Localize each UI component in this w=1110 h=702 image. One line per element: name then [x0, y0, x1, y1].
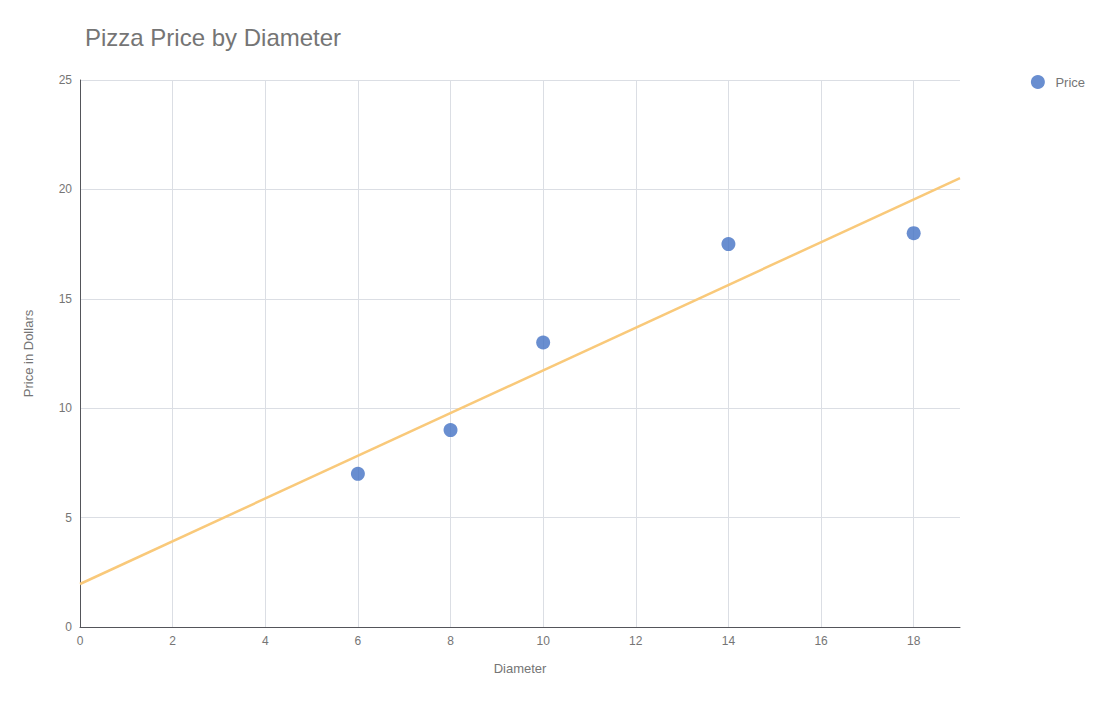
svg-text:Price: Price	[1055, 75, 1085, 90]
svg-text:16: 16	[814, 634, 828, 648]
svg-text:0: 0	[65, 620, 72, 634]
svg-text:5: 5	[65, 511, 72, 525]
svg-text:Pizza Price by Diameter: Pizza Price by Diameter	[85, 24, 341, 51]
svg-text:0: 0	[77, 634, 84, 648]
svg-text:6: 6	[355, 634, 362, 648]
svg-text:4: 4	[262, 634, 269, 648]
svg-text:10: 10	[536, 634, 550, 648]
svg-text:25: 25	[59, 73, 73, 87]
svg-text:2: 2	[169, 634, 176, 648]
svg-text:20: 20	[59, 182, 73, 196]
svg-text:8: 8	[447, 634, 454, 648]
svg-text:10: 10	[59, 401, 73, 415]
svg-text:15: 15	[59, 292, 73, 306]
svg-text:Price in Dollars: Price in Dollars	[21, 309, 36, 397]
svg-text:Diameter: Diameter	[494, 661, 547, 676]
svg-text:12: 12	[629, 634, 643, 648]
svg-text:18: 18	[907, 634, 921, 648]
svg-text:14: 14	[722, 634, 736, 648]
